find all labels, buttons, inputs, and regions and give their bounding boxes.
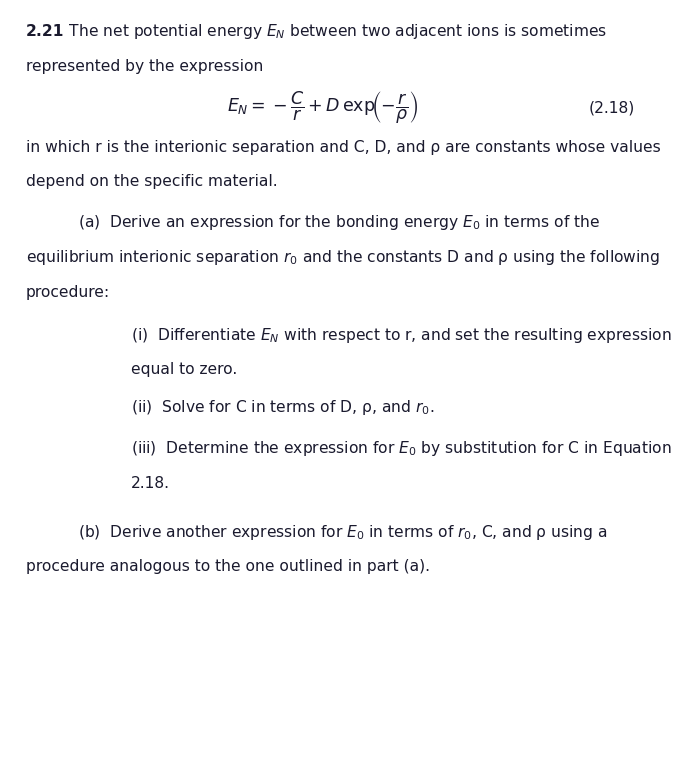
- Text: equal to zero.: equal to zero.: [131, 362, 237, 377]
- Text: represented by the expression: represented by the expression: [26, 59, 263, 74]
- Text: procedure analogous to the one outlined in part (a).: procedure analogous to the one outlined …: [26, 559, 430, 575]
- Text: (b)  Derive another expression for $E_0$ in terms of $r_0$, C, and ρ using a: (b) Derive another expression for $E_0$ …: [78, 522, 608, 542]
- Text: (2.18): (2.18): [589, 100, 635, 115]
- Text: equilibrium interionic separation $r_0$ and the constants D and ρ using the foll: equilibrium interionic separation $r_0$ …: [26, 248, 660, 268]
- Text: The net potential energy $E_N$ between two adjacent ions is sometimes: The net potential energy $E_N$ between t…: [64, 22, 607, 42]
- Text: (ii)  Solve for C in terms of D, ρ, and $r_0$.: (ii) Solve for C in terms of D, ρ, and $…: [131, 398, 434, 418]
- Text: $E_N = -\dfrac{C}{r} + D\,\mathrm{exp}\!\left(-\dfrac{r}{\rho}\right)$: $E_N = -\dfrac{C}{r} + D\,\mathrm{exp}\!…: [227, 89, 419, 126]
- Text: 2.18.: 2.18.: [131, 476, 169, 491]
- Text: 2.21: 2.21: [26, 24, 65, 39]
- Text: (a)  Derive an expression for the bonding energy $E_0$ in terms of the: (a) Derive an expression for the bonding…: [78, 213, 600, 233]
- Text: (iii)  Determine the expression for $E_0$ by substitution for C in Equation: (iii) Determine the expression for $E_0$…: [131, 439, 671, 459]
- Text: depend on the specific material.: depend on the specific material.: [26, 174, 277, 190]
- Text: in which r is the interionic separation and C, D, and ρ are constants whose valu: in which r is the interionic separation …: [26, 139, 660, 155]
- Text: (i)  Differentiate $E_N$ with respect to r, and set the resulting expression: (i) Differentiate $E_N$ with respect to …: [131, 325, 671, 345]
- Text: procedure:: procedure:: [26, 285, 110, 300]
